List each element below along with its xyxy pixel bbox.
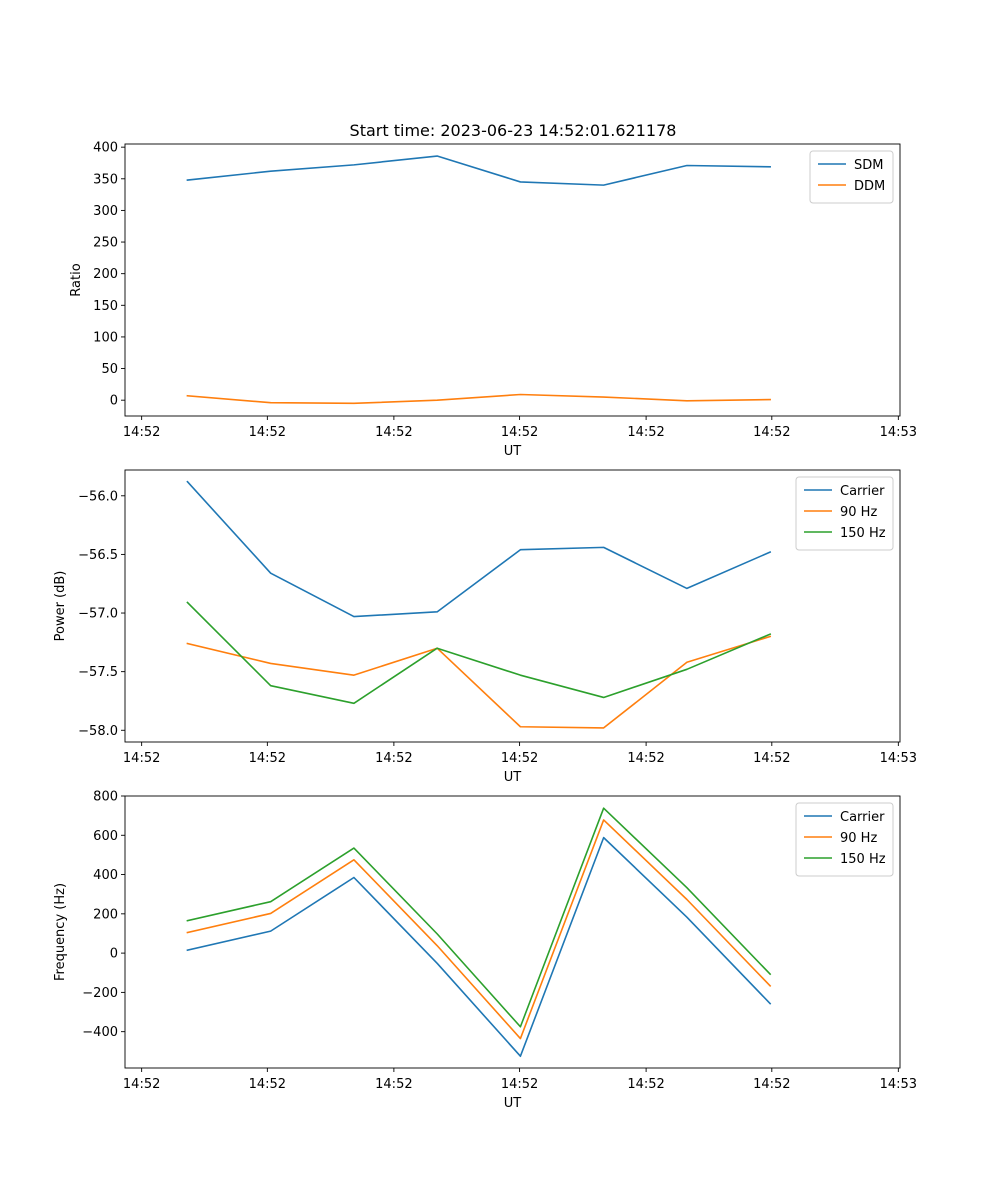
y-tick-label-frequency-1: −200 [82, 986, 118, 1001]
series-line-power-1 [186, 635, 772, 729]
y-tick-label-frequency-5: 600 [93, 829, 118, 844]
subplots: 14:52 14:52 14:52 14:52 14:52 14:52 14:53 0 50 10… [53, 141, 917, 1111]
x-axis-label-frequency: UT [504, 1096, 522, 1111]
x-tick-label-frequency-1: 14:52 [249, 1077, 286, 1092]
y-tick-label-ratio-0: 0 [110, 394, 118, 409]
x-tick-label-ratio-4: 14:52 [627, 425, 664, 440]
x-tick-label-ratio-6: 14:53 [880, 425, 917, 440]
y-axis-label-power: Power (dB) [53, 571, 68, 642]
y-tick-label-ratio-1: 50 [101, 362, 118, 377]
y-tick-label-ratio-8: 400 [93, 141, 118, 156]
y-tick-label-ratio-4: 200 [93, 267, 118, 282]
axes-frame-power [124, 469, 901, 743]
x-tick-label-frequency-0: 14:52 [123, 1077, 160, 1092]
series-line-ratio-1 [186, 393, 771, 405]
series-line-power-2 [186, 601, 772, 705]
subplot-frequency: 14:52 14:52 14:52 14:52 14:52 14:52 14:53 −400 −… [53, 790, 917, 1112]
y-tick-label-power-2: −57.0 [78, 607, 118, 622]
x-tick-label-frequency-3: 14:52 [501, 1077, 538, 1092]
x-tick-label-ratio-0: 14:52 [123, 425, 160, 440]
y-tick-label-frequency-6: 800 [93, 790, 118, 805]
x-tick-label-power-6: 14:53 [880, 751, 917, 766]
x-tick-label-frequency-5: 14:52 [753, 1077, 790, 1092]
y-tick-label-ratio-6: 300 [93, 204, 118, 219]
x-tick-label-power-3: 14:52 [501, 751, 538, 766]
y-tick-label-ratio-7: 350 [93, 172, 118, 187]
subplot-ratio: 14:52 14:52 14:52 14:52 14:52 14:52 14:53 0 50 10… [69, 141, 917, 459]
x-axis-label-ratio: UT [504, 444, 522, 459]
axes-frame-ratio [124, 143, 901, 417]
series-line-power-0 [186, 480, 772, 618]
y-tick-label-frequency-2: 0 [110, 947, 118, 962]
legend-label-power-1: 90 Hz [840, 505, 877, 520]
x-tick-label-power-2: 14:52 [375, 751, 412, 766]
axes-frame-frequency [124, 795, 901, 1069]
series-line-ratio-0 [186, 155, 771, 186]
x-tick-label-ratio-2: 14:52 [375, 425, 412, 440]
subplot-power: 14:52 14:52 14:52 14:52 14:52 14:52 14:53 −58.0… [53, 469, 917, 785]
y-tick-label-frequency-0: −400 [82, 1025, 118, 1040]
x-tick-label-ratio-3: 14:52 [501, 425, 538, 440]
x-tick-label-ratio-5: 14:52 [753, 425, 790, 440]
x-tick-label-ratio-1: 14:52 [249, 425, 286, 440]
y-axis-label-ratio: Ratio [69, 263, 84, 296]
legend-label-ratio-1: DDM [854, 179, 885, 194]
x-tick-label-power-4: 14:52 [627, 751, 664, 766]
legend-label-frequency-2: 150 Hz [840, 852, 886, 867]
x-tick-label-power-0: 14:52 [123, 751, 160, 766]
legend-frequency: Carrier 90 Hz 150 Hz [795, 802, 894, 877]
y-tick-label-power-4: −56.0 [78, 489, 118, 504]
legend-label-ratio-0: SDM [854, 158, 883, 173]
legend-label-frequency-0: Carrier [840, 810, 885, 825]
y-tick-label-frequency-3: 200 [93, 907, 118, 922]
legend-label-power-0: Carrier [840, 484, 885, 499]
figure-title: Start time: 2023-06-23 14:52:01.621178 [350, 121, 677, 140]
series-line-frequency-2 [186, 807, 772, 1028]
legend-ratio: SDM DDM [809, 150, 894, 204]
y-tick-label-ratio-3: 150 [93, 299, 118, 314]
legend-label-power-2: 150 Hz [840, 526, 886, 541]
legend-label-frequency-1: 90 Hz [840, 831, 877, 846]
x-tick-label-frequency-6: 14:53 [880, 1077, 917, 1092]
series-line-frequency-0 [186, 836, 772, 1058]
y-axis-label-frequency: Frequency (Hz) [53, 883, 68, 981]
series-line-frequency-1 [186, 819, 772, 1040]
x-tick-label-power-5: 14:52 [753, 751, 790, 766]
legend-power: Carrier 90 Hz 150 Hz [795, 476, 894, 551]
x-tick-label-frequency-2: 14:52 [375, 1077, 412, 1092]
x-tick-label-frequency-4: 14:52 [627, 1077, 664, 1092]
y-tick-label-ratio-5: 250 [93, 236, 118, 251]
y-tick-label-frequency-4: 400 [93, 868, 118, 883]
y-tick-label-power-1: −57.5 [78, 665, 118, 680]
y-tick-label-power-3: −56.5 [78, 548, 118, 563]
y-tick-label-ratio-2: 100 [93, 330, 118, 345]
y-tick-label-power-0: −58.0 [78, 724, 118, 739]
x-tick-label-power-1: 14:52 [249, 751, 286, 766]
x-axis-label-power: UT [504, 770, 522, 785]
